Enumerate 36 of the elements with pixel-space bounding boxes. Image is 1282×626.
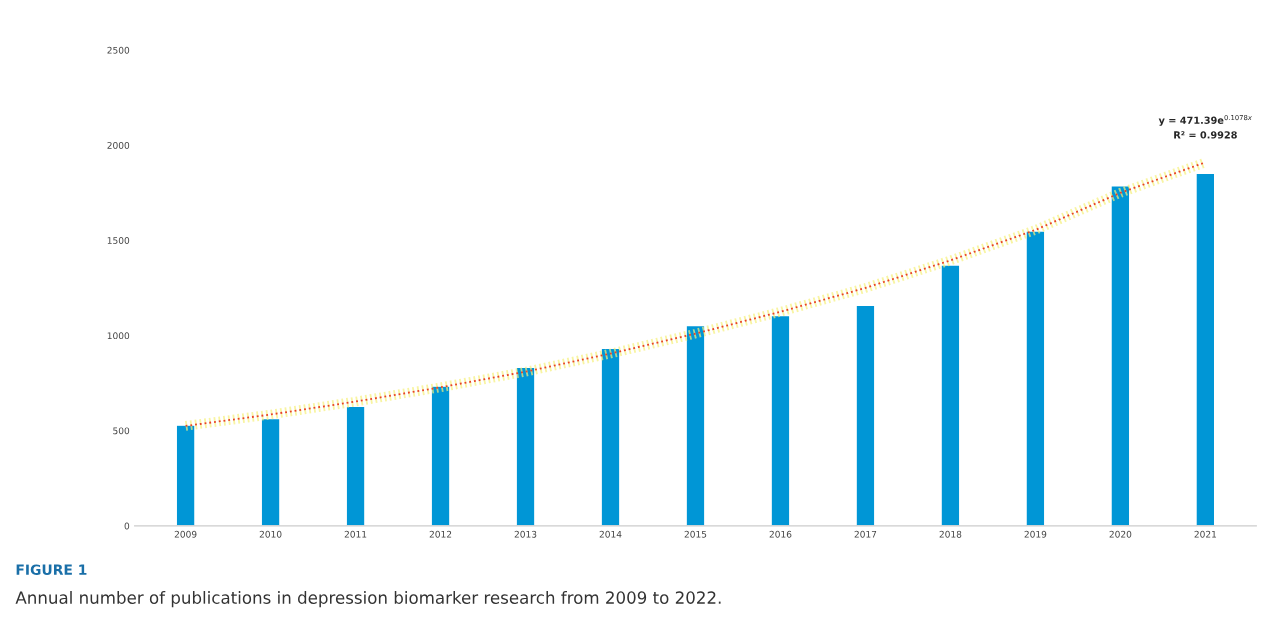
y-tick-label: 2000 [107,141,130,149]
bar [515,366,536,526]
x-tick-label: 2017 [854,530,877,538]
bar [1025,230,1046,526]
bar [1195,172,1216,526]
y-tick-label: 0 [124,522,130,530]
y-tick-label: 500 [113,427,130,435]
annotation: y = 471.39e$^{0.1078x}$ [1158,115,1252,126]
annotation: R² = 0.9928 [1174,131,1237,139]
bar [345,405,366,526]
bar [770,314,791,526]
caption: FIGURE 1 [16,564,87,575]
bar [940,264,961,526]
bar [685,324,706,526]
x-tick-label: 2020 [1109,530,1132,538]
y-tick-label: 1500 [107,237,130,244]
y-tick-label: 2500 [107,46,130,54]
x-tick-label: 2016 [769,530,792,538]
x-tick-label: 2013 [514,530,537,538]
bar [855,304,876,526]
x-tick-label: 2012 [429,530,452,538]
bar [260,417,281,526]
text: Annual number of publications in depression biomarker research from 2009 to 2022. [15,591,721,608]
x-tick-label: 2014 [599,530,622,538]
x-tick-label: 2019 [1024,530,1047,538]
x-tick-label: 2010 [259,530,282,538]
bar [600,347,621,526]
bar [430,385,451,526]
bar [175,424,196,526]
x-tick-label: 2009 [174,530,197,538]
bar [1110,185,1131,526]
x-tick-label: 2011 [344,530,367,538]
y-tick-label: 1000 [107,332,130,340]
x-tick-label: 2015 [684,530,707,538]
x-tick-label: 2021 [1194,530,1217,538]
x-tick-label: 2018 [939,530,962,538]
